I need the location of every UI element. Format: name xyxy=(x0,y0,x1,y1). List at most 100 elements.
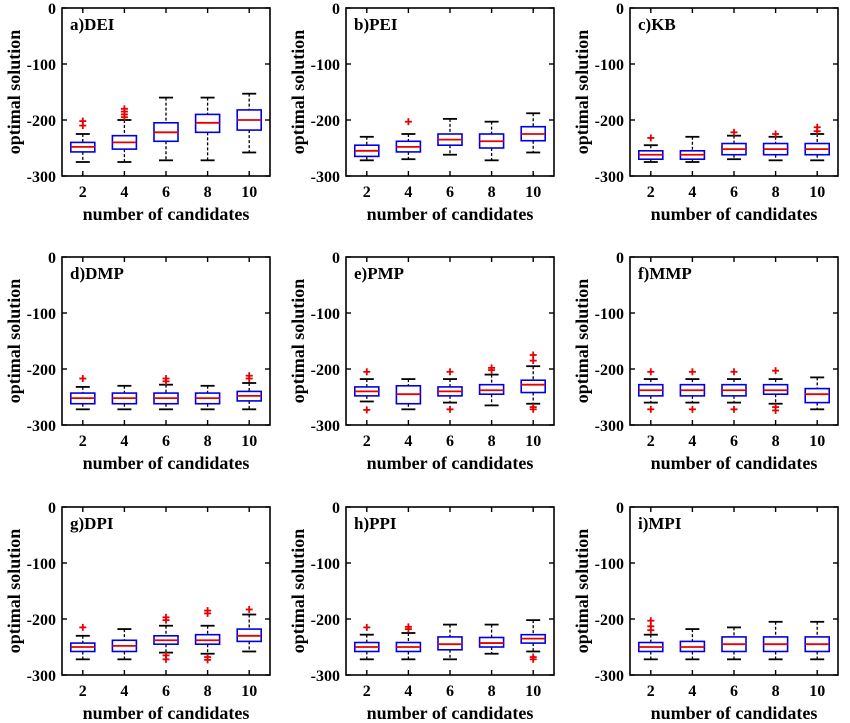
x-tick-label: 2 xyxy=(647,683,655,700)
y-tick-label: -200 xyxy=(311,113,340,130)
x-tick-label: 10 xyxy=(241,184,257,201)
y-tick-label: -200 xyxy=(311,362,340,379)
y-tick-label: -200 xyxy=(27,612,56,629)
y-tick-label: -100 xyxy=(311,306,340,323)
y-tick-label: 0 xyxy=(616,1,624,18)
box-10 xyxy=(520,619,547,663)
y-tick-label: -300 xyxy=(311,169,340,186)
box-10 xyxy=(804,620,831,661)
box-8 xyxy=(762,130,789,162)
box-4 xyxy=(111,628,138,661)
panel-title: d)DMP xyxy=(70,264,124,283)
x-tick-label: 6 xyxy=(162,433,170,450)
y-tick-label: -300 xyxy=(595,169,624,186)
outlier-point xyxy=(688,405,696,413)
box-10 xyxy=(236,92,262,154)
outlier-point xyxy=(529,405,537,413)
outlier-point xyxy=(79,375,87,383)
x-tick-label: 4 xyxy=(120,683,128,700)
outlier-point xyxy=(404,118,412,126)
x-tick-label: 6 xyxy=(730,683,738,700)
x-tick-label: 8 xyxy=(488,433,496,450)
box-2 xyxy=(70,623,96,661)
box-6 xyxy=(437,623,463,661)
outlier-point xyxy=(245,605,253,613)
box-10 xyxy=(804,376,831,411)
panel-title: g)DPI xyxy=(70,514,114,533)
y-axis-label: optimal solution xyxy=(572,279,592,404)
box-8 xyxy=(478,623,505,655)
y-tick-label: -100 xyxy=(311,556,340,573)
x-axis-label: number of candidates xyxy=(651,453,818,473)
x-axis-label: number of candidates xyxy=(83,703,250,723)
y-tick-label: -100 xyxy=(595,57,624,74)
box-2 xyxy=(353,368,380,414)
chart-panel: 0 -100 -200 -300 2 4 6 8 10 g)DPI number of candid… xyxy=(4,500,271,723)
chart-panel: 0 -100 -200 -300 2 4 6 8 10 d)DMP number of candid… xyxy=(4,250,271,473)
x-tick-label: 2 xyxy=(647,433,655,450)
box-2 xyxy=(353,135,380,162)
x-tick-label: 6 xyxy=(446,184,454,201)
chart-panel: 0 -100 -200 -300 2 4 6 8 10 h)PPI number of candid… xyxy=(288,500,555,723)
chart-panel: 0 -100 -200 -300 2 4 6 8 10 f)MMP number of candid… xyxy=(572,250,839,473)
x-tick-label: 2 xyxy=(647,184,655,201)
box-4 xyxy=(111,105,138,163)
y-tick-label: -300 xyxy=(311,668,340,685)
outlier-point xyxy=(688,368,696,376)
y-tick-label: 0 xyxy=(48,1,56,18)
y-tick-label: -300 xyxy=(595,418,624,435)
y-tick-label: 0 xyxy=(48,500,56,517)
x-tick-label: 4 xyxy=(688,184,696,201)
y-axis-label: optimal solution xyxy=(4,30,24,155)
x-axis-label: number of candidates xyxy=(367,703,534,723)
box-4 xyxy=(679,628,706,661)
x-tick-label: 4 xyxy=(404,683,412,700)
outlier-point xyxy=(730,405,738,413)
outlier-point xyxy=(120,105,128,113)
box-8 xyxy=(194,96,221,162)
y-tick-label: -100 xyxy=(595,556,624,573)
box-2 xyxy=(637,368,664,413)
x-tick-label: 2 xyxy=(363,184,371,201)
outlier-point xyxy=(245,372,253,380)
y-axis-label: optimal solution xyxy=(288,30,308,155)
box-4 xyxy=(111,384,138,411)
x-tick-label: 6 xyxy=(162,184,170,201)
box-4 xyxy=(395,623,422,661)
chart-panel: 0 -100 -200 -300 2 4 6 8 10 b)PEI number of candid… xyxy=(288,1,555,224)
panel-title: f)MMP xyxy=(638,264,692,283)
box-8 xyxy=(478,364,505,407)
x-axis-label: number of candidates xyxy=(651,204,818,224)
box-6 xyxy=(721,368,747,413)
x-tick-label: 6 xyxy=(730,184,738,201)
outlier-point xyxy=(162,613,170,621)
x-tick-label: 2 xyxy=(79,184,87,201)
x-tick-label: 6 xyxy=(446,433,454,450)
x-tick-label: 6 xyxy=(446,683,454,700)
y-axis-label: optimal solution xyxy=(288,529,308,654)
x-axis-label: number of candidates xyxy=(651,703,818,723)
y-tick-label: -300 xyxy=(595,668,624,685)
x-tick-label: 8 xyxy=(772,433,780,450)
iqr-box xyxy=(520,379,547,394)
box-10 xyxy=(804,123,831,162)
panel-title: a)DEI xyxy=(70,15,115,34)
y-tick-label: -200 xyxy=(595,612,624,629)
box-6 xyxy=(153,375,179,411)
box-2 xyxy=(353,623,380,661)
outlier-point xyxy=(79,623,87,631)
chart-panel: 0 -100 -200 -300 2 4 6 8 10 i)MPI number of candid… xyxy=(572,500,839,723)
box-10 xyxy=(236,605,262,653)
y-tick-label: 0 xyxy=(616,250,624,267)
y-tick-label: -200 xyxy=(27,362,56,379)
y-tick-label: 0 xyxy=(332,1,340,18)
box-6 xyxy=(721,128,747,161)
y-tick-label: -200 xyxy=(311,612,340,629)
x-tick-label: 8 xyxy=(204,433,212,450)
chart-panel: 0 -100 -200 -300 2 4 6 8 10 c)KB number of candida… xyxy=(572,1,839,224)
y-tick-label: -300 xyxy=(27,668,56,685)
outlier-point xyxy=(647,405,655,413)
outlier-point xyxy=(730,128,738,136)
x-tick-label: 8 xyxy=(772,683,780,700)
box-2 xyxy=(70,375,96,411)
